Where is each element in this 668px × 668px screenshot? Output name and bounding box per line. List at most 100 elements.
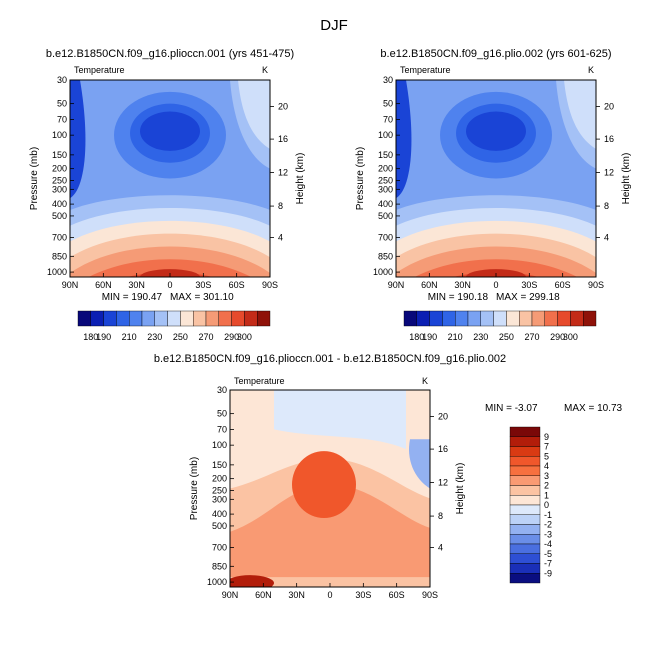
- x-tick-label: 60S: [229, 280, 245, 290]
- cell-cold-inner: [466, 111, 526, 151]
- y2-tick-label: 16: [278, 134, 288, 144]
- variable-label: Temperature: [400, 65, 451, 75]
- colorbar-swatch: [509, 514, 541, 525]
- y2-tick-label: 12: [438, 478, 448, 488]
- colorbar-label: 270: [198, 332, 213, 342]
- colorbar-swatch: [509, 534, 541, 545]
- panel-title: b.e12.B1850CN.f09_g16.plioccn.001 (yrs 4…: [46, 48, 294, 60]
- cell-warm-upper: [292, 451, 356, 519]
- y-tick-label: 30: [57, 75, 67, 85]
- contour-fill-bt: [230, 390, 430, 587]
- colorbar-label: 230: [147, 332, 162, 342]
- x-tick-label: 90S: [262, 280, 278, 290]
- colorbar-swatch: [493, 310, 507, 327]
- cell-cold-inner: [140, 111, 200, 151]
- y2-tick-label: 16: [438, 444, 448, 454]
- y-tick-label: 100: [212, 440, 227, 450]
- x-tick-label: 30N: [128, 280, 145, 290]
- band-cool-strat: [274, 390, 406, 450]
- band-cool-south: [408, 439, 430, 489]
- colorbar-swatch: [509, 456, 541, 467]
- colorbar-swatch: [128, 310, 143, 327]
- y-tick-label: 200: [212, 474, 227, 484]
- y-tick-label: 500: [212, 521, 227, 531]
- x-tick-label: 30S: [355, 590, 371, 600]
- y-axis-label: Pressure (mb): [355, 147, 366, 210]
- y2-tick-label: 4: [604, 233, 609, 243]
- panel-tl: b.e12.B1850CN.f09_g16.plioccn.001 (yrs 4…: [29, 48, 306, 342]
- y-tick-label: 50: [217, 409, 227, 419]
- contour-fill-tl: [70, 80, 270, 277]
- colorbar-label: -9: [544, 568, 552, 578]
- colorbar-swatch: [455, 310, 469, 327]
- colorbar-label: 5: [544, 451, 549, 461]
- colorbar-label: -4: [544, 539, 552, 549]
- y-tick-label: 700: [212, 543, 227, 553]
- colorbar-label: 180: [83, 332, 98, 342]
- colorbar-swatch: [141, 310, 156, 327]
- y-tick-label: 100: [52, 130, 67, 140]
- colorbar-label: 210: [448, 332, 463, 342]
- colorbar-label: 270: [524, 332, 539, 342]
- colorbar-label: 230: [473, 332, 488, 342]
- x-tick-label: 60S: [389, 590, 405, 600]
- y-tick-label: 70: [217, 424, 227, 434]
- y-tick-label: 850: [212, 561, 227, 571]
- colorbar-label: -3: [544, 529, 552, 539]
- colorbar-label: -2: [544, 520, 552, 530]
- colorbar-label: 300: [563, 332, 578, 342]
- band-warm-2: [230, 484, 430, 587]
- colorbar-label: 7: [544, 442, 549, 452]
- y-tick-label: 30: [217, 385, 227, 395]
- colorbar-swatch: [154, 310, 168, 327]
- x-tick-label: 60S: [555, 280, 571, 290]
- y2-tick-label: 4: [438, 543, 443, 553]
- colorbar-label: 210: [122, 332, 137, 342]
- colorbar-label: 250: [173, 332, 188, 342]
- units-label: K: [422, 376, 428, 386]
- x-tick-label: 60N: [255, 590, 272, 600]
- y2-tick-label: 8: [604, 201, 609, 211]
- colorbar-swatch: [509, 553, 541, 564]
- x-tick-label: 30N: [454, 280, 471, 290]
- colorbar-label: 290: [550, 332, 565, 342]
- panel-tr: b.e12.B1850CN.f09_g16.plio.002 (yrs 601-…: [355, 48, 632, 342]
- colorbar-label: 290: [224, 332, 239, 342]
- y-tick-label: 400: [378, 199, 393, 209]
- colorbar-swatch: [544, 310, 558, 327]
- colorbar-swatch: [77, 310, 92, 327]
- colorbar-swatch: [442, 310, 456, 327]
- contour-fill-tr: [396, 80, 596, 277]
- x-tick-label: 30S: [521, 280, 537, 290]
- colorbar-swatch: [192, 310, 207, 327]
- band-warm-5: [70, 259, 270, 277]
- colorbar-label: -7: [544, 559, 552, 569]
- colorbar-label: 190: [422, 332, 437, 342]
- y2-tick-label: 4: [278, 233, 283, 243]
- colorbar-swatch: [231, 310, 245, 327]
- colorbar-label: 300: [237, 332, 252, 342]
- y2-axis-label: Height (km): [295, 153, 306, 205]
- y-axis-label: Pressure (mb): [189, 457, 200, 520]
- colorbar-swatch: [257, 310, 271, 327]
- y-tick-label: 50: [383, 99, 393, 109]
- max-label: MAX = 299.18: [496, 292, 560, 303]
- colorbar-swatch: [180, 310, 194, 327]
- y2-tick-label: 16: [604, 134, 614, 144]
- y-tick-label: 30: [383, 75, 393, 85]
- colorbar-label: 2: [544, 481, 549, 491]
- y2-tick-label: 20: [278, 102, 288, 112]
- colorbar-swatch: [509, 465, 541, 476]
- panels-group: b.e12.B1850CN.f09_g16.plioccn.001 (yrs 4…: [29, 48, 632, 600]
- y-tick-label: 300: [52, 184, 67, 194]
- y2-tick-label: 12: [604, 168, 614, 178]
- colorbar-swatch: [509, 573, 541, 584]
- colorbar-label: 250: [499, 332, 514, 342]
- colorbar-label: 9: [544, 432, 549, 442]
- y2-tick-label: 8: [278, 201, 283, 211]
- colorbar-swatch: [583, 310, 597, 327]
- y-tick-label: 500: [52, 211, 67, 221]
- x-tick-label: 30N: [288, 590, 305, 600]
- colorbar-swatch: [509, 485, 541, 496]
